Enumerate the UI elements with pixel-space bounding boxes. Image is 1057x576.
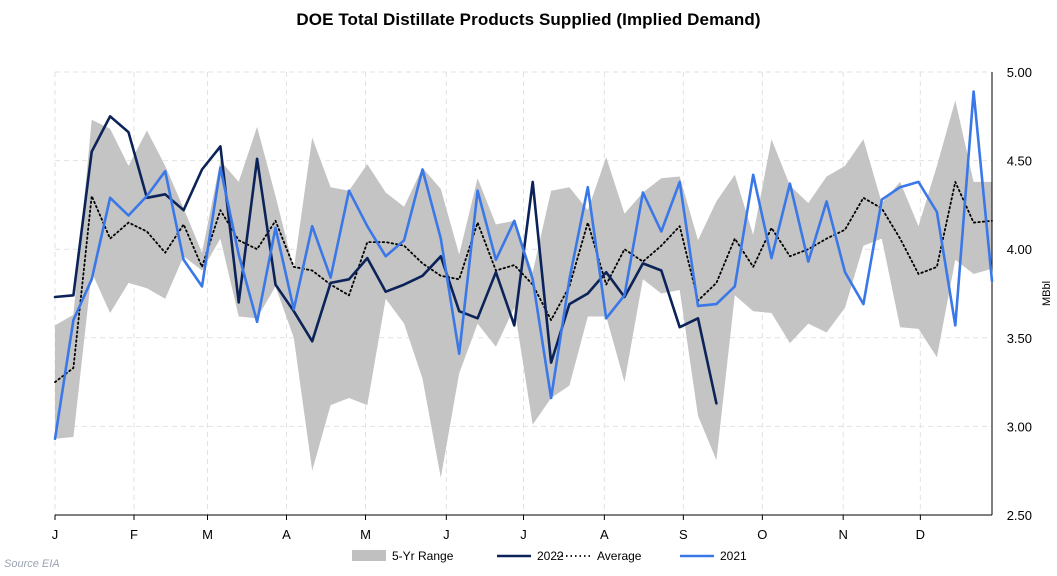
x-tick-label: M [360, 527, 371, 542]
x-tick-label: J [443, 527, 450, 542]
series-line-2021 [53, 90, 994, 441]
series-line-2022 [53, 115, 718, 405]
x-tick-label: S [679, 527, 688, 542]
x-tick-label: J [52, 527, 59, 542]
y-tick-label: 5.00 [1007, 65, 1032, 80]
x-tick-label: F [130, 527, 138, 542]
legend: 5-Yr Range 2022 Average 2021 [352, 549, 747, 563]
y-tick-label: 3.50 [1007, 331, 1032, 346]
x-tick-label: M [202, 527, 213, 542]
series-layer [53, 90, 994, 441]
range-band-layer [55, 100, 992, 478]
legend-label: 2022 [537, 549, 564, 563]
legend-label: 2021 [720, 549, 747, 563]
x-tick-label: O [757, 527, 767, 542]
y-axis-label: MBbl [1041, 281, 1053, 306]
five-year-range-band [55, 100, 992, 478]
y-tick-label: 2.50 [1007, 508, 1032, 523]
x-tick-label: D [916, 527, 925, 542]
y-tick-label: 4.50 [1007, 154, 1032, 169]
legend-label: Average [597, 549, 642, 563]
legend-label: 5-Yr Range [392, 549, 454, 563]
source-note: Source EIA [4, 558, 60, 570]
y-tick-label: 3.00 [1007, 419, 1032, 434]
y-tick-label: 4.00 [1007, 242, 1032, 257]
legend-swatch-range [352, 550, 386, 561]
axis-layer: 2.50 3.00 3.50 4.00 4.50 5.00 J F M A M J J A S O N D MBbl [52, 65, 1053, 542]
x-tick-label: N [838, 527, 847, 542]
x-tick-label: A [600, 527, 609, 542]
x-tick-label: A [282, 527, 291, 542]
chart-title: DOE Total Distillate Products Supplied (… [296, 10, 761, 29]
x-tick-label: J [520, 527, 527, 542]
